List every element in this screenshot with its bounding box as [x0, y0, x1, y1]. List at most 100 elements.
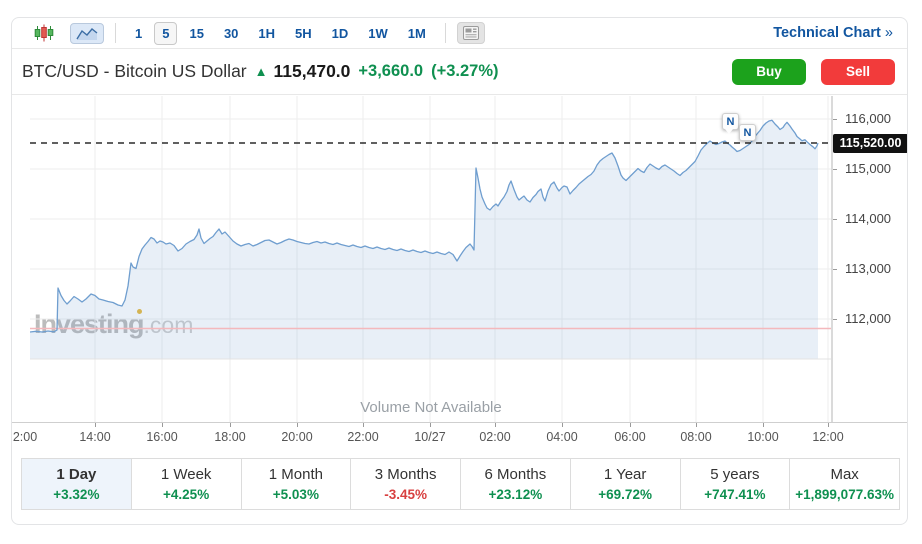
timeframe-1w[interactable]: 1W	[360, 22, 396, 45]
price-change-percent: (+3.27%)	[431, 62, 499, 80]
x-axis-tick	[363, 423, 364, 427]
price-chart-svg	[30, 96, 832, 422]
y-axis-tick	[833, 169, 837, 170]
last-price: 115,470.0	[273, 61, 351, 81]
news-overlay-button[interactable]	[456, 22, 485, 44]
area-fill	[30, 120, 818, 359]
range-tab-label: 5 years	[710, 466, 760, 483]
x-axis-label: 04:00	[546, 430, 578, 444]
x-axis-tick	[162, 423, 163, 427]
price-chart-area[interactable]: Investing.com 116,000 115,000 114,000 113,0…	[12, 95, 907, 458]
news-marker[interactable]: N	[739, 124, 756, 141]
double-chevron-right-icon: »	[884, 25, 893, 41]
instrument-header: BTC/USD - Bitcoin US Dollar ▲ 115,470.0 …	[12, 49, 907, 95]
x-axis-label: 2:00	[12, 430, 38, 444]
x-axis-tick	[562, 423, 563, 427]
x-axis-tick	[495, 423, 496, 427]
news-marker[interactable]: N	[722, 113, 739, 134]
up-arrow-icon: ▲	[254, 64, 268, 79]
range-tab-change: +747.41%	[704, 487, 766, 502]
x-axis-label: 20:00	[281, 430, 313, 444]
x-axis-label: 10/27	[414, 430, 446, 444]
range-tab-change: +69.72%	[598, 487, 652, 502]
x-axis-label: 10:00	[747, 430, 779, 444]
range-tab-label: 3 Months	[374, 466, 437, 483]
x-axis-tick	[828, 423, 829, 427]
range-tab-label: 6 Months	[484, 466, 547, 483]
timeframe-1h[interactable]: 1H	[250, 22, 283, 45]
x-axis-tick	[630, 423, 631, 427]
timeframe-1d[interactable]: 1D	[324, 22, 357, 45]
range-tab-1-week[interactable]: 1 Week +4.25%	[131, 459, 242, 509]
y-axis: 116,000 115,000 114,000 113,000 112,000	[832, 96, 907, 422]
current-price-tag: 115,520.00	[833, 133, 907, 153]
toolbar-divider	[444, 23, 446, 43]
timeframe-30[interactable]: 30	[216, 22, 246, 45]
range-tab-6-months[interactable]: 6 Months +23.12%	[461, 459, 571, 509]
range-tab-label: 1 Year	[603, 466, 647, 483]
x-axis-label: 16:00	[146, 430, 178, 444]
x-axis-label: 18:00	[214, 430, 246, 444]
technical-chart-link[interactable]: Technical Chart »	[773, 25, 893, 41]
range-tab-change: +23.12%	[488, 487, 543, 502]
y-axis-tick	[833, 319, 837, 320]
x-axis-label: 22:00	[347, 430, 379, 444]
area-chart-button[interactable]	[70, 22, 104, 44]
range-tab-1-month[interactable]: 1 Month +5.03%	[241, 459, 352, 509]
y-axis-tick	[833, 119, 837, 120]
timeframe-1[interactable]: 1	[127, 22, 150, 45]
buy-button[interactable]: Buy	[732, 58, 806, 85]
x-axis-tick	[696, 423, 697, 427]
investing-watermark: Investing.com	[34, 309, 193, 340]
watermark-brand-dot	[137, 309, 142, 314]
timeframe-5[interactable]: 5	[154, 21, 178, 45]
x-axis-tick	[297, 423, 298, 427]
y-axis-label: 115,000	[845, 161, 892, 176]
range-tab-label: Max	[830, 466, 859, 483]
timeframe-15[interactable]: 15	[181, 22, 211, 45]
toolbar-divider	[115, 23, 116, 43]
range-tab-change: -3.45%	[384, 487, 428, 502]
x-axis-label: 08:00	[680, 430, 712, 444]
range-tab-5-years[interactable]: 5 years +747.41%	[680, 459, 791, 509]
y-axis-label: 114,000	[845, 211, 892, 226]
range-tab-3-months[interactable]: 3 Months -3.45%	[351, 459, 461, 509]
x-axis-tick	[95, 423, 96, 427]
price-line	[30, 119, 819, 333]
range-tab-change: +3.32%	[53, 487, 100, 502]
x-axis-tick	[230, 423, 231, 427]
range-tab-change: +5.03%	[272, 487, 319, 502]
range-tab-1-day[interactable]: 1 Day +3.32%	[22, 459, 132, 509]
chart-widget-card: 1 5 15 30 1H 5H 1D 1W 1M Technical Chart » BTC/U…	[11, 17, 908, 525]
range-tab-label: 1 Week	[160, 466, 212, 483]
y-axis-label: 113,000	[845, 261, 892, 276]
y-axis-label: 112,000	[845, 311, 892, 326]
range-tab-change: +1,899,077.63%	[795, 487, 894, 502]
y-axis-label: 116,000	[845, 111, 892, 126]
x-axis-tick	[763, 423, 764, 427]
volume-not-available-note: Volume Not Available	[360, 399, 502, 416]
area-chart-icon	[76, 27, 98, 40]
y-axis-tick	[833, 219, 837, 220]
range-tab-change: +4.25%	[163, 487, 210, 502]
range-tab-max[interactable]: Max +1,899,077.63%	[790, 459, 899, 509]
sell-button[interactable]: Sell	[821, 58, 895, 85]
newspaper-icon	[462, 26, 479, 40]
x-axis-label: 12:00	[812, 430, 844, 444]
y-axis-tick	[833, 269, 837, 270]
timeframe-1m[interactable]: 1M	[400, 22, 434, 45]
price-change: +3,660.0	[358, 62, 424, 80]
candlestick-icon	[34, 24, 54, 42]
x-axis-tick	[430, 423, 431, 427]
x-axis: 2:00 14:00 16:00 18:00 20:00 22:00 10/27 02:00 0…	[12, 422, 907, 454]
x-axis-label: 02:00	[479, 430, 511, 444]
timeframe-5h[interactable]: 5H	[287, 22, 320, 45]
range-tab-label: 1 Month	[268, 466, 323, 483]
instrument-title: BTC/USD - Bitcoin US Dollar	[22, 61, 247, 81]
range-tab-label: 1 Day	[56, 466, 97, 483]
range-tab-bar: 1 Day +3.32% 1 Week +4.25% 1 Month +5.03% 3 Mo…	[21, 458, 900, 510]
timeframe-group: 1 5 15 30 1H 5H 1D 1W 1M	[127, 21, 434, 45]
x-axis-label: 06:00	[614, 430, 646, 444]
range-tab-1-year[interactable]: 1 Year +69.72%	[570, 459, 681, 509]
candlestick-chart-button[interactable]	[28, 20, 60, 46]
